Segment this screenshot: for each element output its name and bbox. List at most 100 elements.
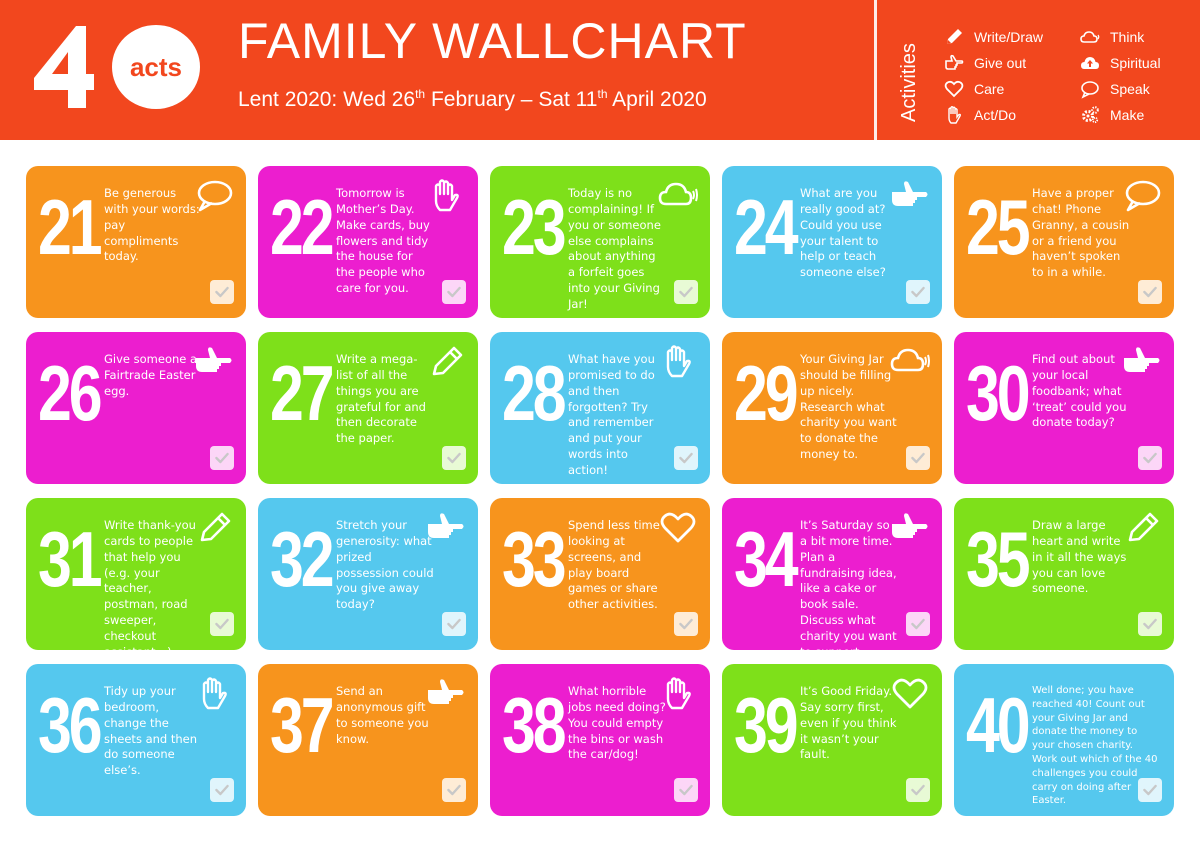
pointing-hand-icon xyxy=(890,510,930,544)
day-number: 39 xyxy=(734,681,799,769)
pointing-hand-icon xyxy=(890,178,930,212)
pointing-hand-icon xyxy=(1122,344,1162,378)
checkbox[interactable] xyxy=(906,612,930,636)
cloud-icon xyxy=(890,344,930,378)
checkbox[interactable] xyxy=(1138,280,1162,304)
day-number: 23 xyxy=(502,183,567,271)
checkbox[interactable] xyxy=(210,446,234,470)
cloud-icon xyxy=(658,178,698,212)
day-number: 28 xyxy=(502,349,567,437)
checkbox[interactable] xyxy=(906,778,930,802)
challenge-text: Find out about your local foodbank; what… xyxy=(1032,352,1127,430)
challenge-card-25: 25 Have a proper chat! Phone Granny, a co… xyxy=(954,166,1174,318)
header-banner: acts FAMILY WALLCHART Lent 2020: Wed 26t… xyxy=(0,0,1200,140)
challenge-card-39: 39 It’s Good Friday. Say sorry first, eve… xyxy=(722,664,942,816)
challenge-text: What have you promised to do and then fo… xyxy=(568,352,655,478)
heart-icon xyxy=(890,676,930,710)
checkbox[interactable] xyxy=(210,280,234,304)
legend-act-do: Act/Do xyxy=(944,102,1043,128)
activity-legend-left: Write/Draw Give out Care Act/Do xyxy=(944,24,1043,128)
challenge-card-21: 21 Be generous with your words: pay compl… xyxy=(26,166,246,318)
challenge-card-27: 27 Write a mega-list of all the things yo… xyxy=(258,332,478,484)
day-number: 30 xyxy=(966,349,1031,437)
day-number: 26 xyxy=(38,349,103,437)
gears-icon xyxy=(1082,106,1099,124)
pointing-hand-icon xyxy=(426,510,466,544)
challenge-text: Your Giving Jar should be filling up nic… xyxy=(800,352,897,462)
legend-care: Care xyxy=(944,76,1043,102)
pencil-icon xyxy=(1122,510,1162,544)
checkbox[interactable] xyxy=(1138,446,1162,470)
checkbox[interactable] xyxy=(442,612,466,636)
legend-give-out: Give out xyxy=(944,50,1043,76)
pencil-icon xyxy=(947,29,962,44)
challenge-text: Give someone a Fairtrade Easter egg. xyxy=(104,352,198,398)
checkbox[interactable] xyxy=(442,778,466,802)
checkbox[interactable] xyxy=(210,778,234,802)
checkbox[interactable] xyxy=(906,280,930,304)
day-number: 24 xyxy=(734,183,799,271)
challenge-text: It’s Saturday so a bit more time. Plan a… xyxy=(800,518,897,650)
checkbox[interactable] xyxy=(210,612,234,636)
legend-think: Think xyxy=(1080,24,1161,50)
challenge-text: Spend less time looking at screens, and … xyxy=(568,518,660,612)
pointing-hand-icon xyxy=(945,54,964,70)
pencil-icon xyxy=(194,510,234,544)
checkbox[interactable] xyxy=(674,446,698,470)
pointing-hand-icon xyxy=(194,344,234,378)
checkbox[interactable] xyxy=(442,446,466,470)
activities-label: Activities xyxy=(898,43,920,122)
checkbox[interactable] xyxy=(674,778,698,802)
raised-hand-icon xyxy=(658,344,698,378)
challenge-card-38: 38 What horrible jobs need doing? You cou… xyxy=(490,664,710,816)
header-divider xyxy=(874,0,877,140)
checkbox[interactable] xyxy=(674,280,698,304)
challenge-text: Tomorrow is Mother’s Day. Make cards, bu… xyxy=(336,186,430,296)
cloud-icon xyxy=(1080,31,1100,43)
raised-hand-icon xyxy=(426,178,466,212)
challenge-card-29: 29 Your Giving Jar should be filling up n… xyxy=(722,332,942,484)
40acts-logo: acts xyxy=(34,25,200,109)
challenge-text: What horrible jobs need doing? You could… xyxy=(568,684,666,762)
challenge-text: Tidy up your bedroom, change the sheets … xyxy=(104,684,198,778)
challenge-text: Be generous with your words: pay complim… xyxy=(104,186,200,264)
day-number: 27 xyxy=(270,349,335,437)
speech-bubble-icon xyxy=(1081,81,1099,99)
challenge-card-26: 26 Give someone a Fairtrade Easter egg. xyxy=(26,332,246,484)
challenge-card-22: 22 Tomorrow is Mother’s Day. Make cards, … xyxy=(258,166,478,318)
speech-bubble-icon xyxy=(1122,178,1162,212)
challenge-card-30: 30 Find out about your local foodbank; wh… xyxy=(954,332,1174,484)
checkbox[interactable] xyxy=(1138,778,1162,802)
raised-hand-icon xyxy=(658,676,698,710)
challenge-text: Write thank-you cards to people that hel… xyxy=(104,518,196,650)
challenge-card-28: 28 What have you promised to do and then … xyxy=(490,332,710,484)
heart-icon xyxy=(944,80,964,98)
checkbox[interactable] xyxy=(1138,612,1162,636)
challenge-card-32: 32 Stretch your generosity: what prized p… xyxy=(258,498,478,650)
challenge-text: Write a mega-list of all the things you … xyxy=(336,352,426,446)
challenge-card-35: 35 Draw a large heart and write in it all… xyxy=(954,498,1174,650)
legend-make: Make xyxy=(1080,102,1161,128)
challenge-text: Draw a large heart and write in it all t… xyxy=(1032,518,1127,596)
day-number: 34 xyxy=(734,515,799,603)
day-number: 38 xyxy=(502,681,567,769)
challenge-card-31: 31 Write thank-you cards to people that h… xyxy=(26,498,246,650)
checkbox[interactable] xyxy=(674,612,698,636)
challenge-card-24: 24 What are you really good at? Could you… xyxy=(722,166,942,318)
challenge-text: Send an anonymous gift to someone you kn… xyxy=(336,684,429,746)
challenge-text: Today is no complaining! If you or someo… xyxy=(568,186,661,312)
challenge-card-36: 36 Tidy up your bedroom, change the sheet… xyxy=(26,664,246,816)
checkbox[interactable] xyxy=(906,446,930,470)
challenge-card-34: 34 It’s Saturday so a bit more time. Plan… xyxy=(722,498,942,650)
pointing-hand-icon xyxy=(426,676,466,710)
activity-legend-right: Think Spiritual Speak Make xyxy=(1080,24,1161,128)
day-number: 37 xyxy=(270,681,335,769)
day-number: 32 xyxy=(270,515,335,603)
day-number: 35 xyxy=(966,515,1031,603)
day-number: 25 xyxy=(966,183,1031,271)
heart-icon xyxy=(658,510,698,544)
checkbox[interactable] xyxy=(442,280,466,304)
legend-write-draw: Write/Draw xyxy=(944,24,1043,50)
day-number: 22 xyxy=(270,183,335,271)
raised-hand-icon xyxy=(948,106,962,124)
